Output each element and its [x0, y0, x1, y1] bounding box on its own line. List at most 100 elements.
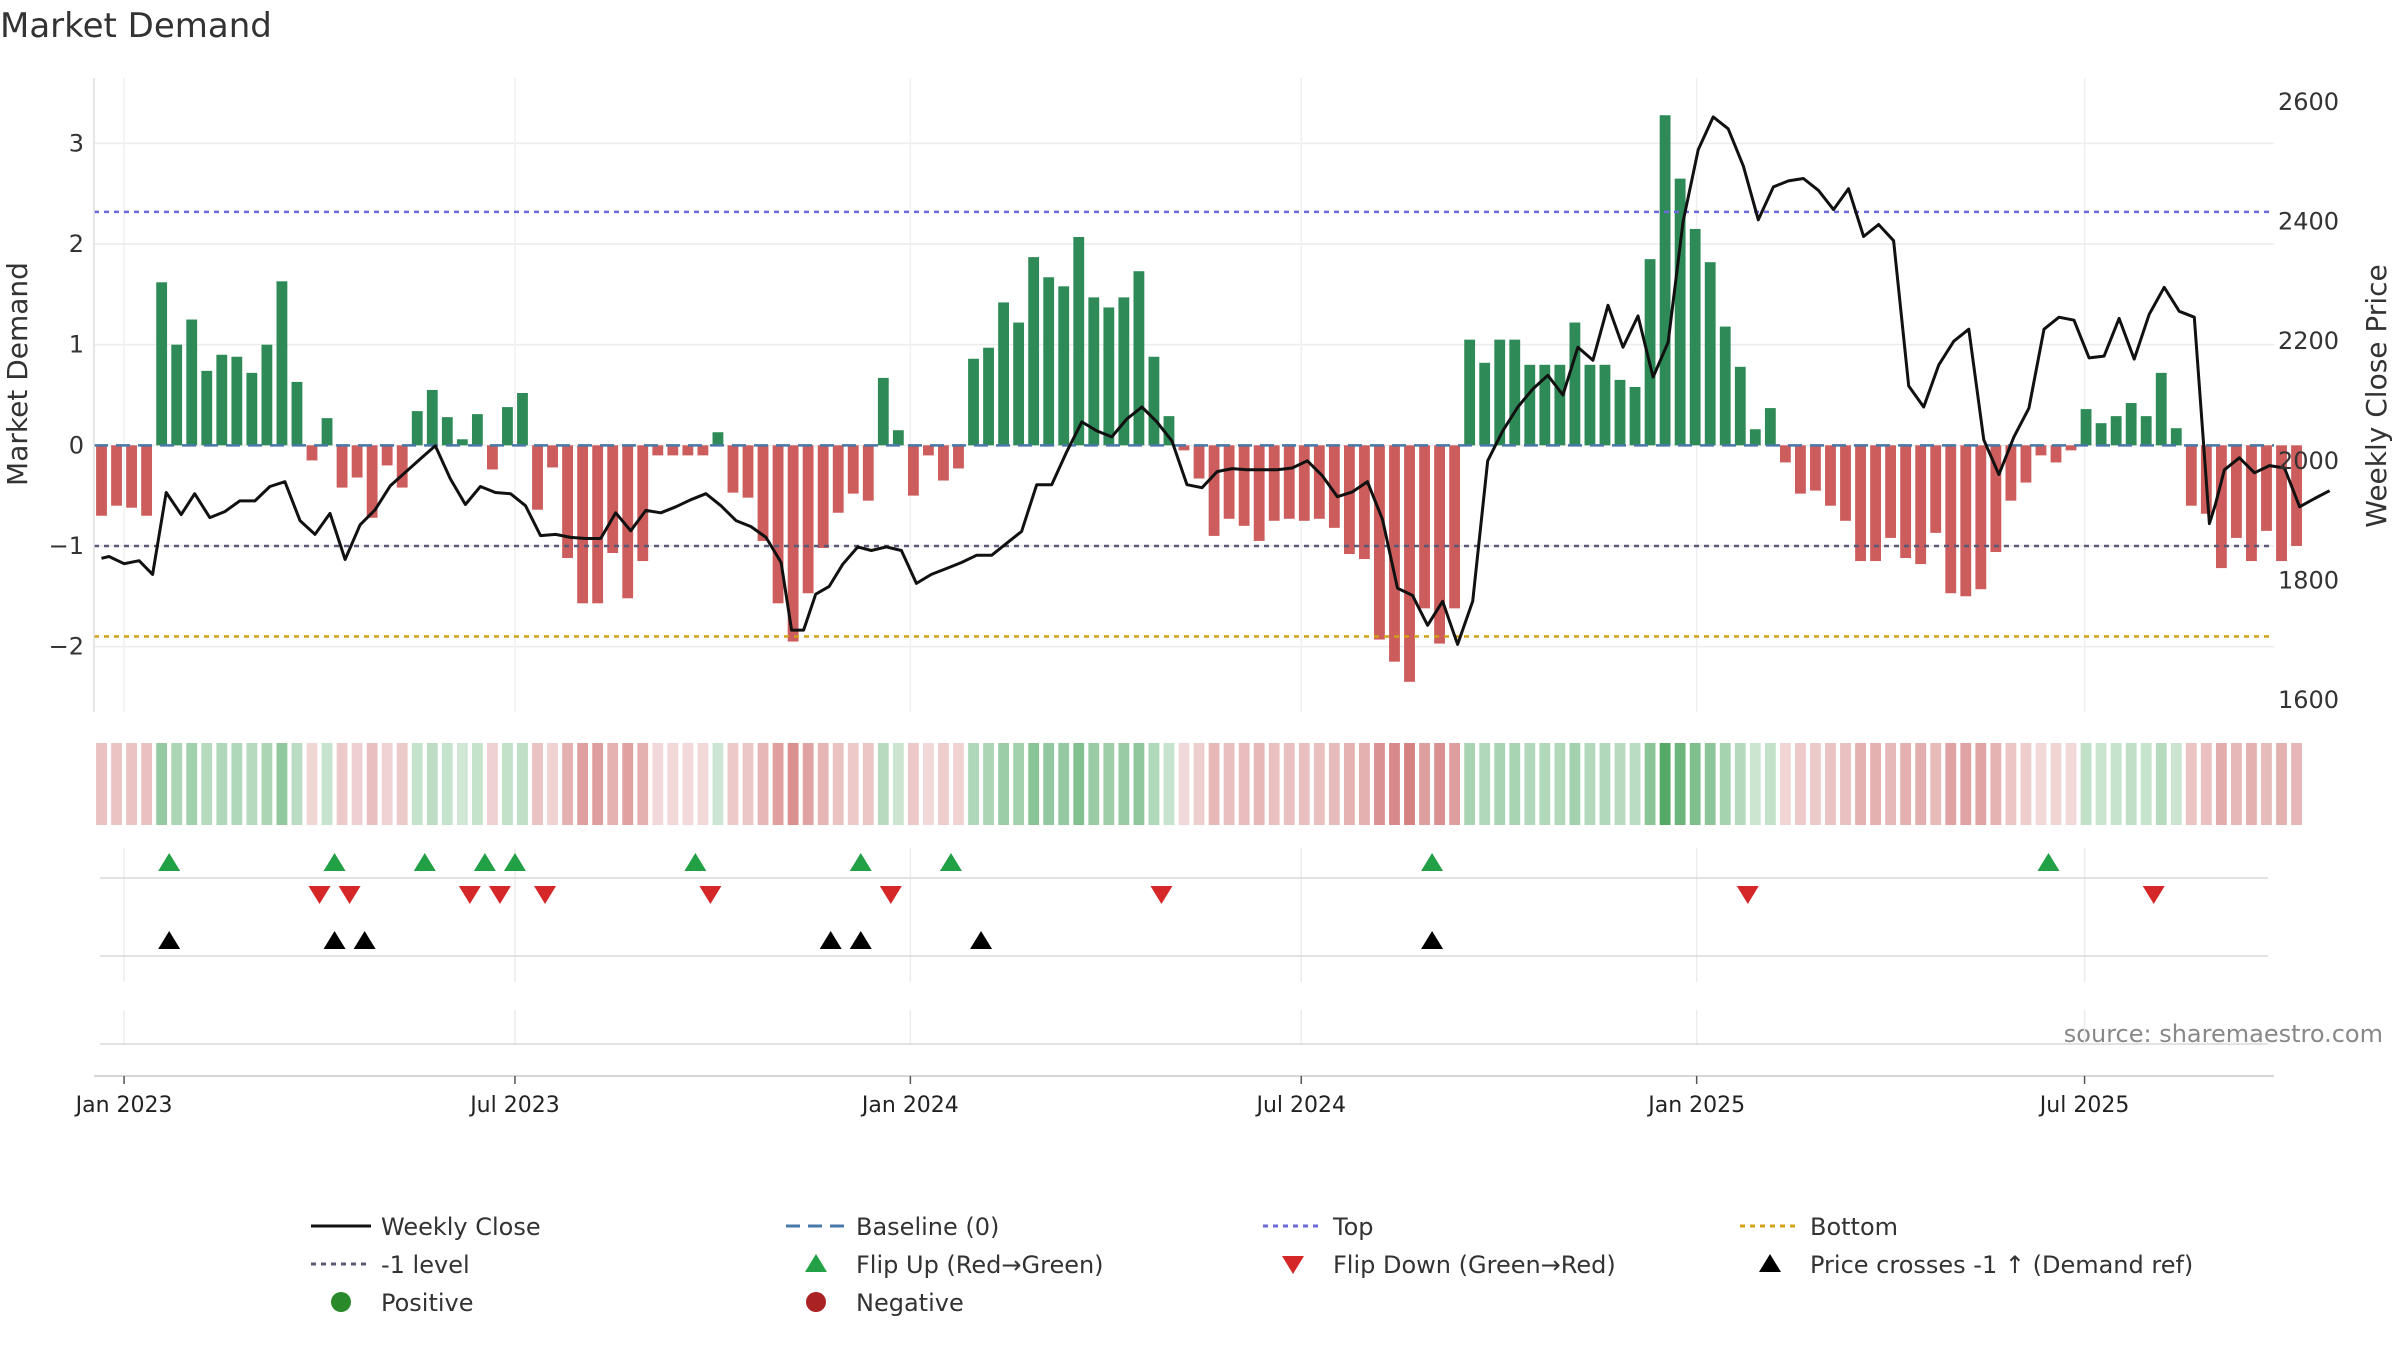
- regime-cell: [231, 743, 243, 825]
- regime-cell: [171, 743, 183, 825]
- regime-cell: [1614, 743, 1626, 825]
- regime-cell: [1464, 743, 1476, 825]
- legend-item: Baseline (0): [786, 1213, 999, 1241]
- regime-cell: [592, 743, 604, 825]
- price-cross-marker: [1421, 931, 1444, 949]
- x-tick-label: Jan 2024: [860, 1093, 959, 1118]
- regime-cell: [141, 743, 153, 825]
- regime-cell: [1163, 743, 1175, 825]
- flip-up-marker: [939, 853, 962, 871]
- regime-cell: [1374, 743, 1385, 825]
- demand-bar: [1840, 445, 1851, 521]
- regime-cell: [1133, 743, 1145, 825]
- flip-up-marker: [503, 853, 526, 871]
- flip-down-marker: [1150, 886, 1173, 904]
- regime-cell: [1779, 743, 1791, 825]
- legend-item: Negative: [806, 1289, 964, 1317]
- regime-cell: [622, 743, 634, 825]
- demand-bar: [1464, 339, 1476, 446]
- legend-swatch-circle: [806, 1292, 826, 1312]
- regime-cell: [1298, 743, 1310, 825]
- regime-cell: [1569, 743, 1581, 825]
- regime-cell: [637, 743, 649, 825]
- demand-bar: [1554, 364, 1566, 446]
- regime-cell: [1629, 743, 1641, 825]
- regime-cell: [712, 743, 724, 825]
- demand-bar: [351, 445, 363, 478]
- demand-bar: [1253, 445, 1265, 541]
- legend-item: Flip Down (Green→Red): [1282, 1251, 1616, 1279]
- legend-item: -1 level: [311, 1251, 470, 1279]
- y-tick-label: −1: [49, 532, 84, 560]
- demand-bar: [261, 344, 273, 446]
- demand-bar: [2095, 423, 2107, 446]
- legend-label: Baseline (0): [856, 1213, 999, 1241]
- demand-bar: [983, 347, 994, 446]
- regime-cell: [2246, 743, 2257, 825]
- regime-cell: [923, 743, 934, 825]
- demand-bar: [126, 445, 137, 508]
- regime-cell: [1719, 743, 1731, 825]
- demand-bar: [938, 445, 949, 481]
- regime-strip: [96, 743, 2302, 825]
- demand-bar: [817, 445, 829, 548]
- flip-up-marker: [849, 853, 872, 871]
- regime-cell: [742, 743, 754, 825]
- regime-cell: [907, 743, 919, 825]
- demand-bar: [246, 372, 258, 446]
- demand-bar: [2155, 372, 2167, 446]
- regime-cell: [1148, 743, 1160, 825]
- regime-cell: [697, 743, 709, 825]
- legend-swatch-triangle-down: [1282, 1256, 1304, 1274]
- demand-bar: [1659, 115, 1671, 446]
- regime-cell: [1749, 743, 1761, 825]
- y2-tick-label: 1600: [2278, 686, 2339, 714]
- regime-cell: [1389, 743, 1400, 825]
- regime-cell: [1253, 743, 1265, 825]
- flip-down-marker: [699, 886, 722, 904]
- demand-bar: [1449, 445, 1461, 609]
- flip-up-marker: [473, 853, 496, 871]
- regime-cell: [1343, 743, 1355, 825]
- flip-up-marker: [1421, 853, 1444, 871]
- regime-cell: [1223, 743, 1235, 825]
- regime-cell: [517, 743, 528, 825]
- axes: 3 2 1 0 −1 −2 2600 2400 2200 2000 1800 1600 Jan 2023…: [49, 78, 2339, 1118]
- regime-cell: [1734, 743, 1746, 825]
- demand-bar: [441, 417, 453, 446]
- demand-bar: [336, 445, 348, 488]
- demand-bar: [141, 445, 153, 516]
- legend-label: Negative: [856, 1289, 964, 1317]
- demand-bar: [1674, 178, 1686, 446]
- regime-cell: [2291, 743, 2302, 825]
- regime-cell: [1524, 743, 1536, 825]
- demand-bar: [291, 381, 303, 446]
- demand-bar: [1825, 445, 1836, 506]
- regime-cell: [1313, 743, 1325, 825]
- regime-cell: [1855, 743, 1866, 825]
- demand-bar: [2065, 445, 2077, 451]
- regime-cell: [938, 743, 949, 825]
- demand-bar: [1434, 445, 1445, 644]
- regime-cell: [1764, 743, 1776, 825]
- legend-label: Weekly Close: [381, 1213, 541, 1241]
- demand-bar: [547, 445, 558, 468]
- demand-bar: [1103, 307, 1115, 446]
- demand-bar: [1779, 445, 1791, 463]
- flip-down-marker: [2142, 886, 2165, 904]
- demand-bar: [96, 445, 107, 516]
- demand-bar: [1975, 445, 1987, 590]
- regime-cell: [817, 743, 829, 825]
- flip-down-marker: [338, 886, 361, 904]
- demand-bar: [1343, 445, 1355, 555]
- regime-cell: [381, 743, 393, 825]
- regime-cell: [336, 743, 348, 825]
- regime-cell: [968, 743, 979, 825]
- y-tick-label: 2: [69, 230, 84, 258]
- price-cross-marker: [970, 931, 993, 949]
- regime-cell: [892, 743, 904, 825]
- y-tick-label: 1: [69, 331, 84, 359]
- demand-bar: [1359, 445, 1370, 560]
- regime-cell: [2065, 743, 2077, 825]
- regime-cell: [111, 743, 122, 825]
